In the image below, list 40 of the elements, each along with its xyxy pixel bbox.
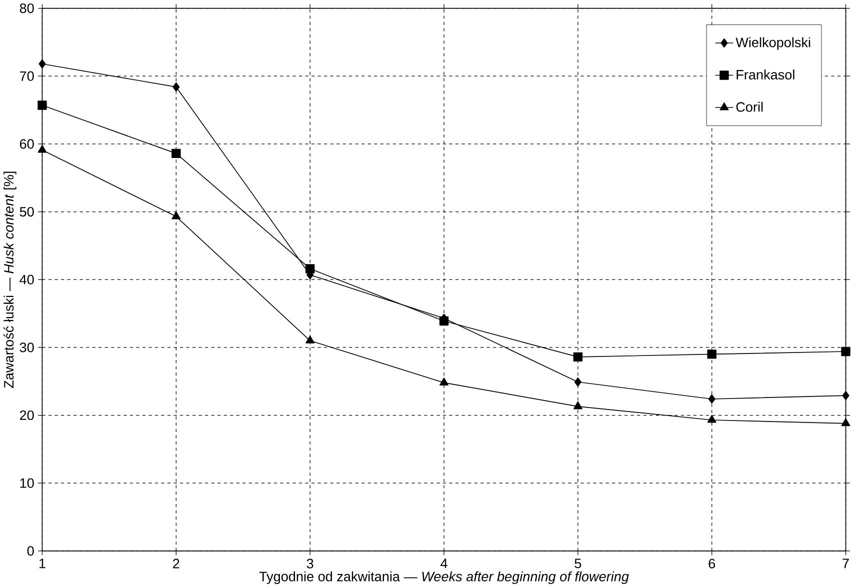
point	[172, 82, 180, 92]
point	[842, 391, 850, 400]
point	[574, 378, 582, 387]
legend-label: Coril	[736, 102, 763, 112]
point	[172, 212, 181, 220]
y-tick-label: 80	[20, 4, 34, 14]
x-tick-label: 1	[39, 559, 46, 568]
point	[707, 415, 716, 424]
y-tick-label: 70	[20, 72, 34, 82]
point	[440, 378, 448, 386]
point	[305, 264, 315, 274]
y-tick-label: 20	[20, 410, 34, 420]
point	[707, 350, 716, 360]
x-axis-title: Tygodnie od zakwitania — Weeks after beginning of flowering	[259, 572, 629, 584]
point	[172, 149, 181, 158]
y-tick-label: 50	[20, 207, 34, 217]
y-tick-label: 30	[20, 342, 34, 352]
x-tick-label: 6	[708, 559, 716, 569]
point	[439, 316, 449, 326]
point	[38, 60, 46, 69]
x-tick-label: 4	[440, 559, 448, 568]
point	[38, 100, 47, 110]
y-tick-label: 10	[20, 478, 34, 488]
x-tick-label: 7	[842, 559, 849, 568]
legend-label: Frankasol	[736, 70, 794, 80]
point	[38, 145, 47, 154]
point	[573, 352, 583, 362]
y-tick-label: 60	[20, 139, 34, 149]
y-axis-title: Zawartość łuski — Husk content [%]	[3, 172, 16, 388]
legend-label: Wielkopolski	[736, 38, 810, 50]
y-tick-label: 0	[27, 546, 34, 556]
point	[708, 394, 716, 404]
x-tick-label: 2	[173, 559, 180, 569]
point	[841, 418, 850, 426]
point	[841, 347, 850, 356]
y-tick-label: 40	[20, 275, 34, 285]
x-tick-label: 5	[574, 559, 582, 568]
x-tick-label: 3	[306, 559, 314, 569]
point	[306, 336, 315, 344]
point	[573, 402, 582, 410]
